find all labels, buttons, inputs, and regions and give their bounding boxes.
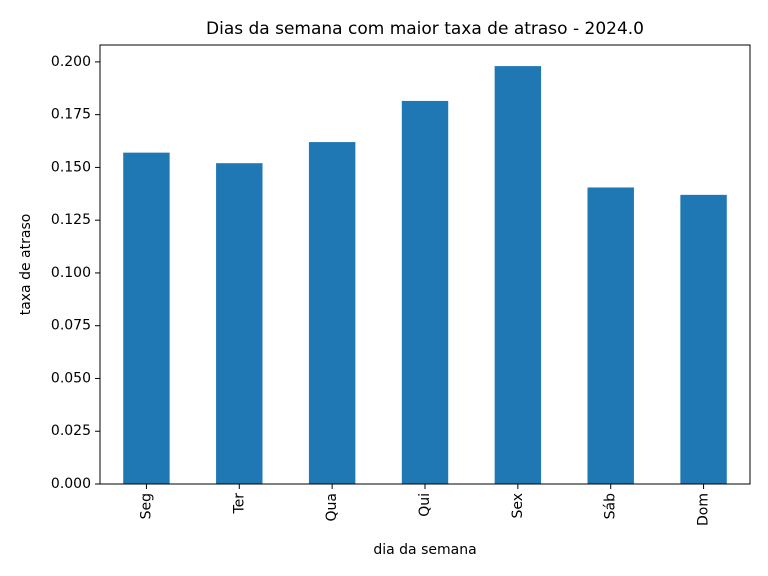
bar-seg [123, 152, 170, 485]
y-tick-label: 0.200 [51, 54, 91, 70]
y-tick-label: 0.150 [51, 159, 91, 175]
x-tick-label: Sáb [603, 493, 619, 519]
x-tick-label: Seg [138, 493, 154, 519]
bar-sex [494, 66, 542, 484]
x-tick-label: Sex [510, 493, 526, 519]
bar-ter [216, 163, 263, 484]
y-axis: 0.000 0.025 0.050 0.075 0.100 0.125 0.150 0.175… [51, 54, 100, 492]
x-axis-label: dia da semana [373, 542, 476, 558]
y-tick-label: 0.100 [51, 265, 91, 281]
y-tick-label: 0.175 [51, 107, 91, 123]
y-tick-label: 0.125 [51, 212, 91, 228]
y-tick-label: 0.050 [51, 370, 91, 386]
y-tick-label: 0.025 [51, 423, 91, 439]
x-tick-label: Dom [696, 493, 712, 526]
x-tick-label: Qua [324, 493, 340, 521]
x-tick-label: Qui [417, 493, 433, 517]
bar-dom [680, 194, 727, 485]
y-axis-label: taxa de atraso [18, 214, 34, 316]
y-tick-label: 0.075 [51, 318, 91, 334]
y-tick-label: 0.000 [51, 476, 91, 492]
x-tick-label: Ter [231, 493, 247, 515]
bar-qui [401, 100, 449, 484]
x-axis: Seg Ter Qua Qui Sex Sáb Dom [138, 484, 712, 526]
bar-qua [308, 142, 356, 484]
bar-sáb [587, 187, 634, 485]
bars-group [123, 66, 727, 485]
chart-title: Dias da semana com maior taxa de atraso … [206, 19, 644, 39]
plot-frame [99, 44, 751, 485]
